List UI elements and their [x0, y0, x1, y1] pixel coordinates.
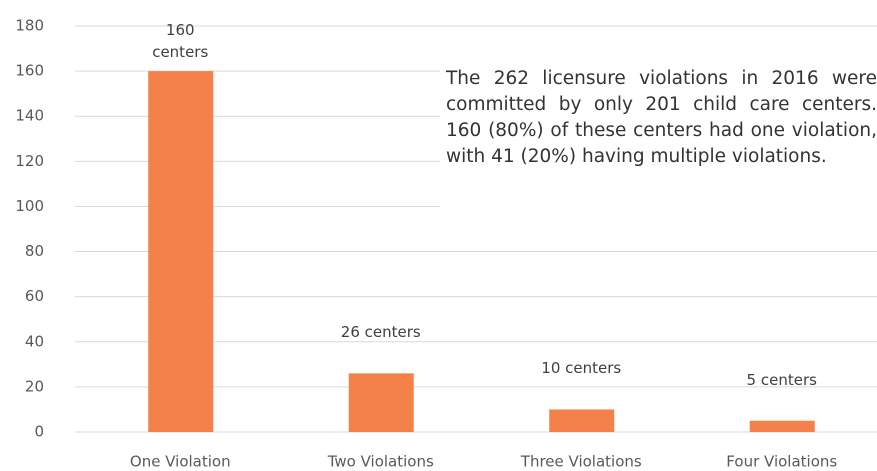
bar — [549, 409, 615, 432]
y-tick-label: 120 — [15, 152, 44, 170]
annotation: The 262 licensure violations in 2016 wer… — [440, 66, 877, 226]
x-tick-label: Four Violations — [726, 453, 837, 471]
value-label: 26 centers — [340, 323, 421, 342]
value-label: 5 centers — [746, 370, 817, 389]
y-tick-label: 40 — [25, 332, 44, 350]
y-tick-label: 100 — [15, 197, 44, 215]
y-tick-label: 20 — [25, 377, 44, 395]
y-tick-label: 0 — [34, 423, 44, 441]
bar — [148, 71, 214, 432]
value-label: 10 centers — [541, 359, 622, 378]
x-tick-label: Three Violations — [520, 453, 642, 471]
x-tick-label: Two Violations — [327, 453, 434, 471]
x-tick-label: One Violation — [130, 453, 231, 471]
bar — [348, 373, 414, 432]
y-tick-label: 140 — [15, 107, 44, 125]
value-label: 160 centers — [152, 21, 209, 62]
y-tick-label: 80 — [25, 242, 44, 260]
y-tick-label: 60 — [25, 287, 44, 305]
bar — [749, 420, 815, 432]
y-tick-label: 160 — [15, 62, 44, 80]
y-tick-label: 180 — [15, 17, 44, 35]
